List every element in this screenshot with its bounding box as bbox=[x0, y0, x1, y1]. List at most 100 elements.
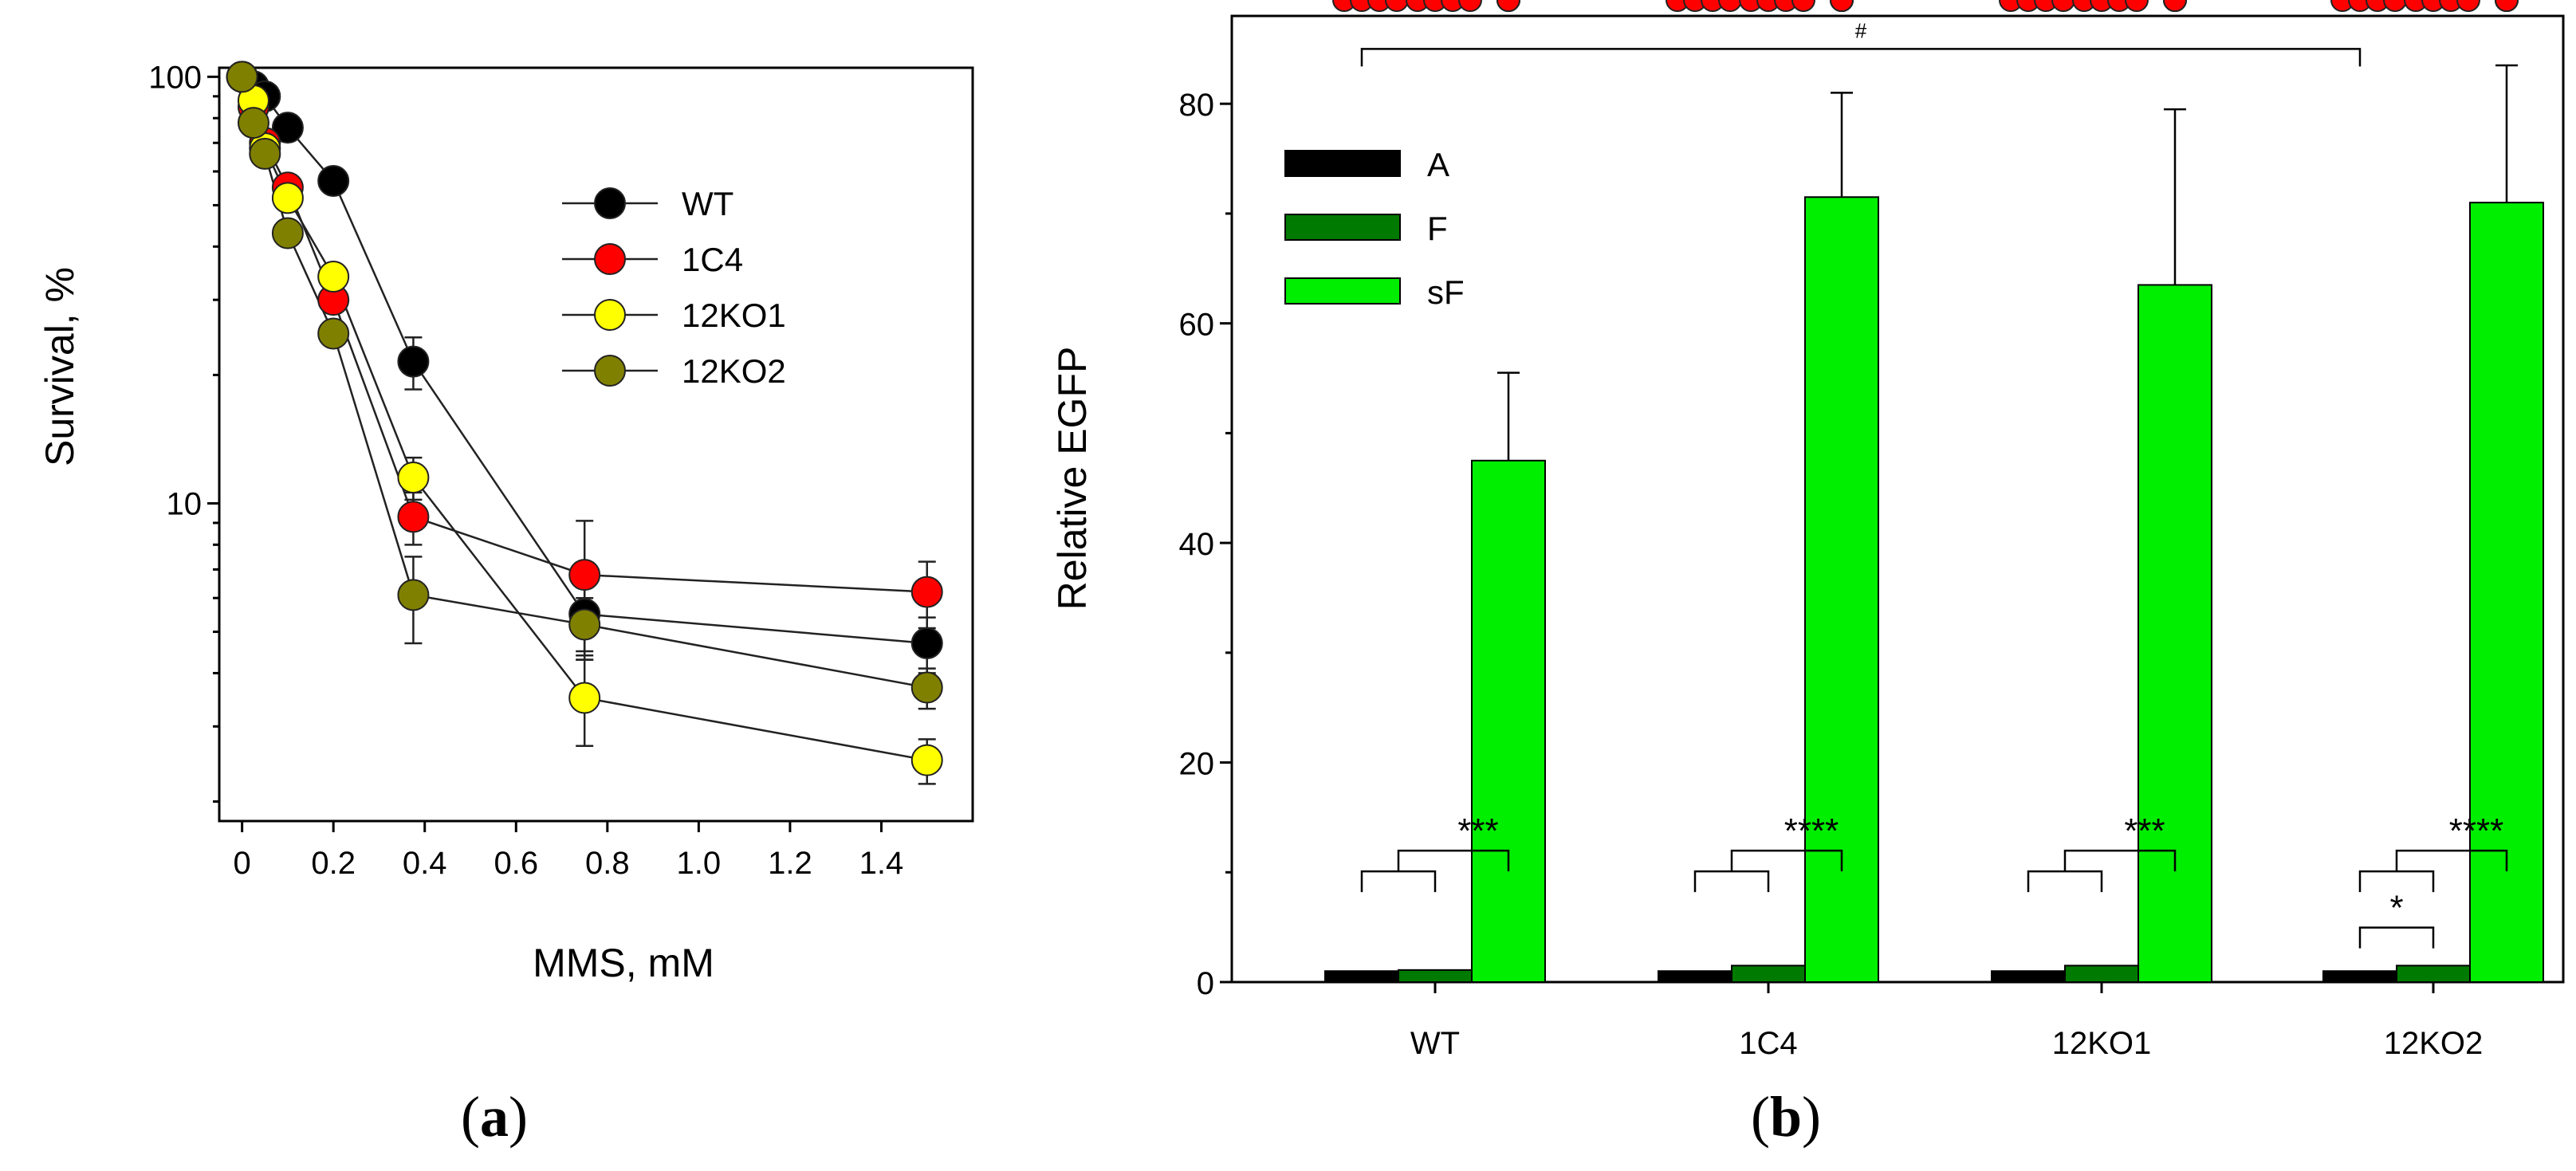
sig-bracket-outer-1C4 bbox=[1730, 849, 1843, 872]
data-point-A-12KO1 bbox=[2051, 0, 2075, 12]
bar-F-WT bbox=[1398, 969, 1473, 983]
top-bracket bbox=[1360, 48, 2362, 67]
data-point-sF-12KO1 bbox=[2163, 0, 2187, 12]
data-point-12KO2 bbox=[910, 671, 943, 704]
data-point-A-12KO1 bbox=[2016, 0, 2040, 12]
data-point-12KO2 bbox=[237, 107, 269, 139]
panel-label-b: (b) bbox=[1751, 1085, 1821, 1149]
bar-A-12KO2 bbox=[2322, 970, 2397, 984]
chart-panel-b: Relative EGFP 0 20 40 60 80 WT 1C4 12KO1 12KO2 *… bbox=[1050, 0, 2565, 1149]
data-point-F-12KO1 bbox=[2072, 0, 2096, 12]
legend-label-1C4: 1C4 bbox=[682, 241, 743, 278]
data-point-F-WT bbox=[1458, 0, 1482, 12]
series-a bbox=[226, 61, 943, 785]
data-point-A-12KO1 bbox=[2034, 0, 2058, 12]
legend-marker-WT bbox=[594, 187, 626, 219]
y-tick-label-b: 0 bbox=[1197, 966, 1214, 1001]
x-tick-label-a: 1.2 bbox=[768, 846, 812, 881]
y-tick-label-a: 100 bbox=[148, 60, 202, 95]
y-axis-title-b: Relative EGFP bbox=[1050, 347, 1095, 611]
legend-marker-1C4 bbox=[594, 243, 626, 275]
data-point-F-12KO1 bbox=[2125, 0, 2149, 12]
data-point-12KO2 bbox=[317, 317, 350, 350]
data-point-F-12KO1 bbox=[2107, 0, 2131, 12]
axis-ticks-b: 0 20 40 60 80 WT 1C4 12KO1 12KO2 bbox=[1179, 88, 2484, 1061]
sig-label-star: * bbox=[2389, 889, 2403, 928]
data-point-F-12KO2 bbox=[2421, 0, 2445, 12]
data-point-12KO2 bbox=[249, 137, 281, 170]
legend-label-WT: WT bbox=[682, 185, 733, 222]
legend-label-12KO1: 12KO1 bbox=[682, 297, 786, 334]
data-point-F-WT bbox=[1441, 0, 1465, 12]
data-point-A-12KO2 bbox=[2348, 0, 2372, 12]
sig-bracket-star bbox=[2358, 926, 2435, 949]
x-tick-label-b: WT bbox=[1410, 1026, 1460, 1061]
data-point-WT bbox=[397, 345, 430, 378]
data-point-F-1C4 bbox=[1791, 0, 1815, 12]
x-tick-label-a: 0.4 bbox=[403, 846, 447, 881]
data-point-F-1C4 bbox=[1756, 0, 1780, 12]
data-point-F-1C4 bbox=[1774, 0, 1798, 12]
data-point-A-WT bbox=[1332, 0, 1356, 12]
data-point-F-1C4 bbox=[1739, 0, 1763, 12]
plot-frame-b bbox=[1230, 14, 2565, 984]
bars-b bbox=[1324, 0, 2544, 984]
y-tick-label-b: 80 bbox=[1179, 88, 1215, 123]
legend-a: WT 1C4 12KO1 12KO2 bbox=[562, 185, 786, 390]
data-point-A-12KO2 bbox=[2383, 0, 2407, 12]
sig-bracket-outer-12KO2 bbox=[2395, 849, 2508, 872]
sig-bracket-inner-12KO1 bbox=[2027, 870, 2103, 893]
data-point-A-12KO2 bbox=[2366, 0, 2389, 12]
data-point-F-12KO2 bbox=[2404, 0, 2428, 12]
data-point-A-WT bbox=[1385, 0, 1409, 12]
legend-label-A: A bbox=[1427, 146, 1449, 183]
data-point-12KO2 bbox=[568, 608, 601, 641]
data-point-12KO2 bbox=[226, 61, 258, 93]
data-point-12KO2 bbox=[397, 579, 430, 611]
legend-swatch-F bbox=[1284, 214, 1401, 241]
top-bracket-label: # bbox=[1855, 18, 1867, 42]
bar-A-1C4 bbox=[1658, 970, 1732, 984]
x-axis-title-a: MMS, mM bbox=[533, 941, 714, 985]
data-point-A-WT bbox=[1367, 0, 1391, 12]
legend-marker-12KO1 bbox=[594, 299, 626, 331]
x-tick-label-a: 0 bbox=[234, 846, 251, 881]
bar-F-12KO1 bbox=[2064, 965, 2139, 984]
plot-frame-a bbox=[218, 66, 974, 823]
data-point-F-WT bbox=[1423, 0, 1447, 12]
x-tick-label-a: 0.8 bbox=[585, 846, 630, 881]
data-point-12KO1 bbox=[271, 182, 304, 214]
data-point-F-WT bbox=[1406, 0, 1430, 12]
y-axis-title-a: Survival, % bbox=[37, 267, 82, 466]
x-tick-label-a: 1.4 bbox=[859, 846, 904, 881]
data-point-WT bbox=[910, 627, 943, 659]
y-tick-label-b: 60 bbox=[1179, 308, 1215, 343]
data-point-F-12KO2 bbox=[2439, 0, 2463, 12]
data-point-sF-12KO2 bbox=[2495, 0, 2519, 12]
data-point-1C4 bbox=[397, 501, 430, 533]
legend-marker-12KO2 bbox=[594, 355, 626, 387]
x-tick-label-a: 1.0 bbox=[677, 846, 722, 881]
bar-F-1C4 bbox=[1731, 965, 1806, 984]
data-point-sF-WT bbox=[1496, 0, 1520, 12]
y-tick-label-a: 10 bbox=[167, 486, 203, 521]
data-point-A-1C4 bbox=[1701, 0, 1725, 12]
x-tick-label-a: 0.6 bbox=[494, 846, 538, 881]
sig-bracket-inner-WT bbox=[1360, 870, 1437, 893]
y-tick-label-b: 40 bbox=[1179, 527, 1215, 562]
legend-label-F: F bbox=[1427, 210, 1448, 247]
x-tick-label-a: 0.2 bbox=[311, 846, 356, 881]
data-point-F-12KO2 bbox=[2456, 0, 2480, 12]
bar-F-12KO2 bbox=[2396, 965, 2471, 984]
panel-label-a: (a) bbox=[461, 1085, 528, 1149]
data-point-A-12KO2 bbox=[2330, 0, 2354, 12]
sig-bracket-outer-WT bbox=[1397, 849, 1510, 872]
data-point-1C4 bbox=[910, 576, 943, 608]
legend-label-12KO2: 12KO2 bbox=[682, 352, 786, 390]
data-point-A-WT bbox=[1350, 0, 1374, 12]
data-point-A-1C4 bbox=[1666, 0, 1689, 12]
data-point-12KO1 bbox=[910, 744, 943, 776]
bar-sF-WT bbox=[1471, 459, 1546, 983]
